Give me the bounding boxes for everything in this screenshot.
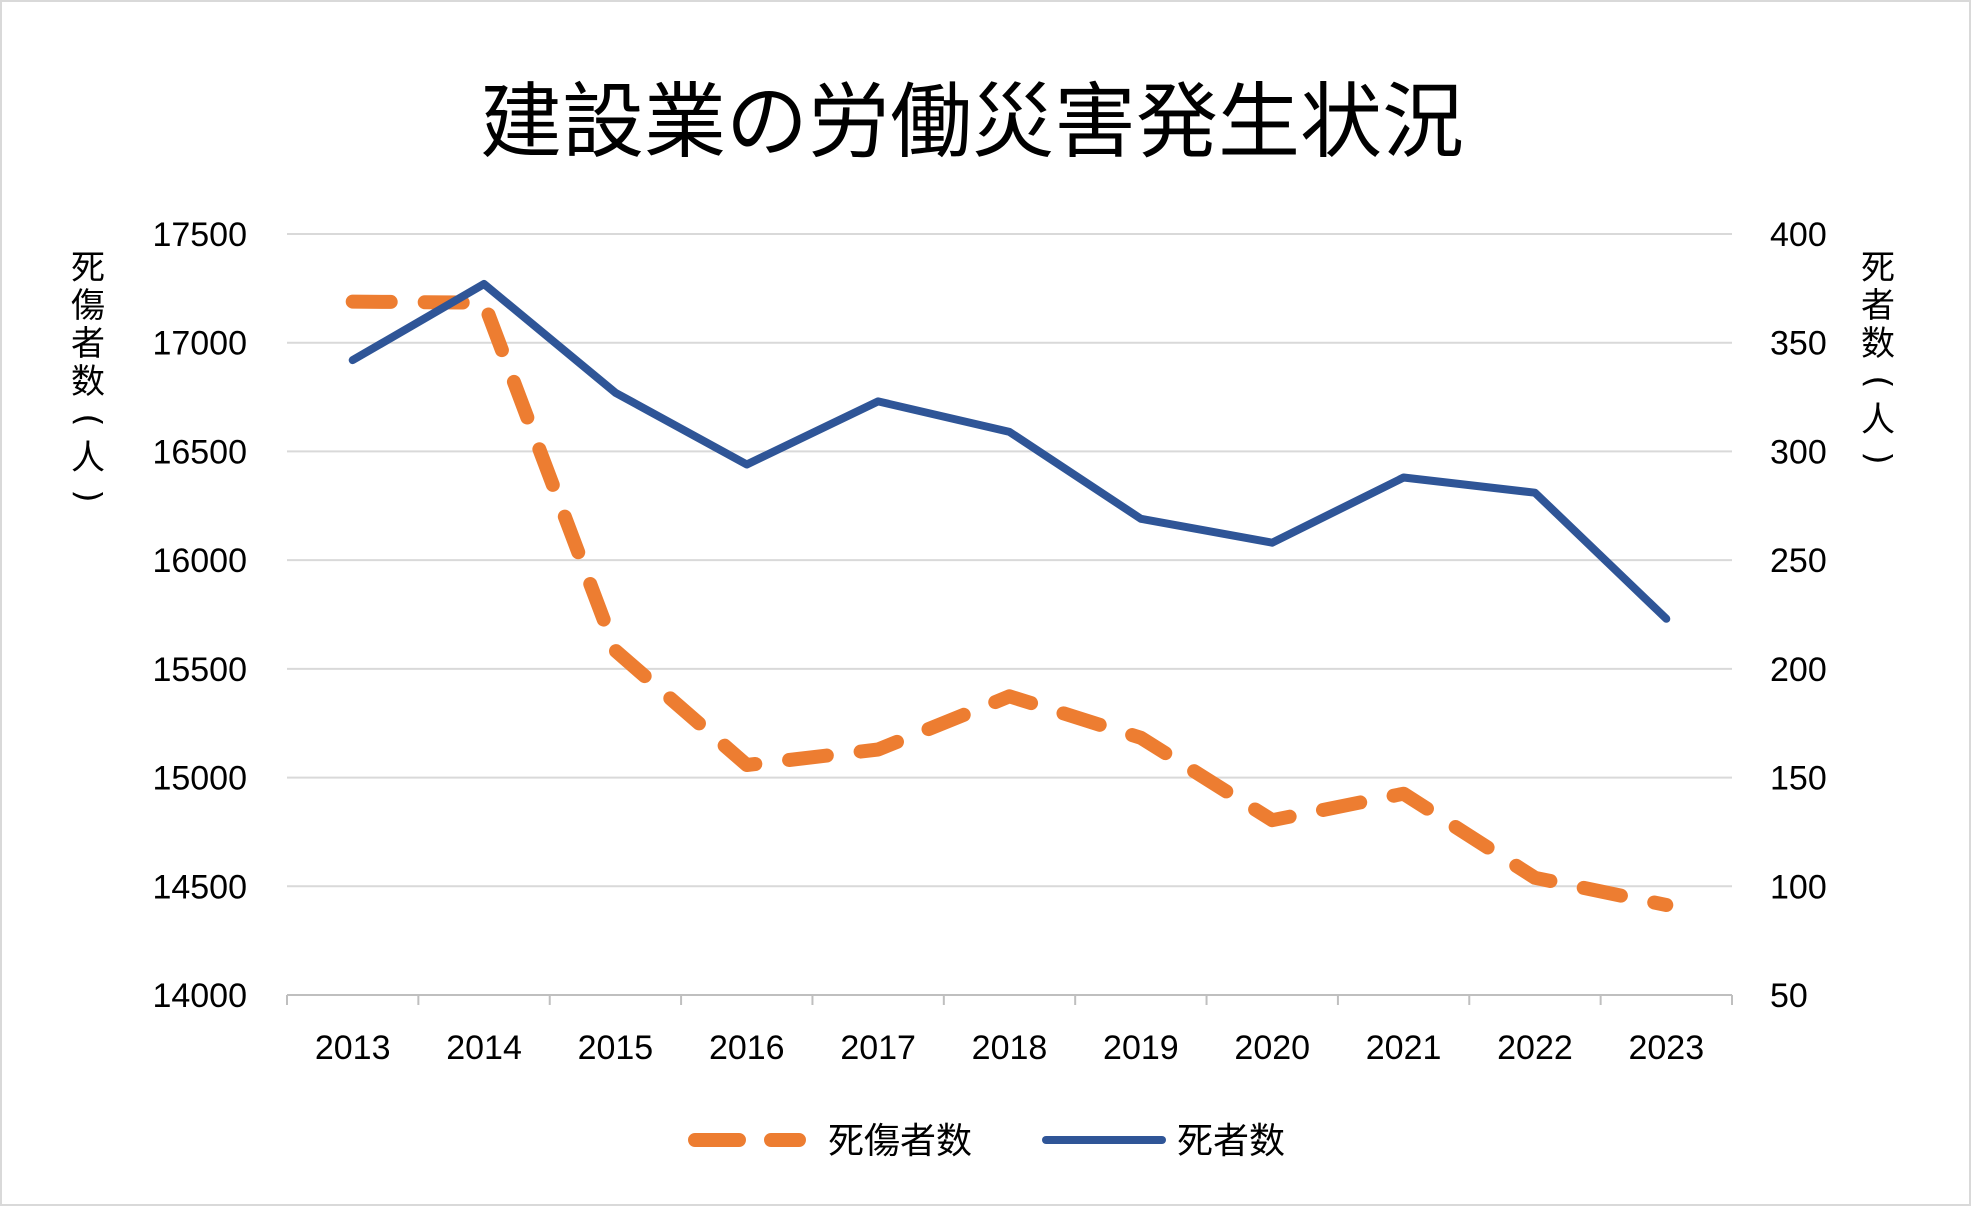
axis-label-char: 者	[1861, 286, 1895, 326]
gridlines	[287, 233, 1732, 996]
y-left-tick-label: 16500	[152, 433, 247, 471]
y-right-tick-label: 250	[1770, 542, 1827, 580]
y-right-tick-label: 150	[1770, 760, 1827, 798]
x-tick-label: 2022	[1497, 1029, 1573, 1067]
y-right-tick-label: 100	[1770, 868, 1827, 906]
y-right-tick-label: 50	[1770, 977, 1808, 1015]
axis-label-char: (	[1858, 375, 1898, 388]
chart-title: 建設業の労働災害発生状況	[480, 75, 1464, 170]
y-axis-left: 17500 17000 16500 16000 15500 15000 14500 14000	[152, 216, 247, 1015]
y-left-tick-label: 17000	[152, 325, 247, 363]
axis-label-char: )	[68, 489, 108, 502]
axis-label-char: 数	[1861, 324, 1895, 364]
axis-label-char: 数	[71, 362, 105, 402]
y-left-tick-label: 14500	[152, 868, 247, 906]
axis-label-char: 者	[71, 324, 105, 364]
axis-label-char: 死	[71, 248, 105, 288]
x-tick-label: 2019	[1103, 1029, 1179, 1067]
x-tick-label: 2016	[709, 1029, 785, 1067]
legend: 死傷者数 死者数	[688, 1121, 1285, 1162]
axis-label-char: 傷	[71, 286, 105, 326]
series-line-deaths	[348, 280, 1671, 623]
y-axis-right: 400 350 300 250 200 150 100 50	[1770, 216, 1827, 1015]
x-tick-label: 2023	[1628, 1029, 1704, 1067]
y-axis-right-label: 死者数 ( 人)	[1858, 248, 1898, 465]
x-tick-label: 2014	[446, 1029, 522, 1067]
axis-label-char: 死	[1861, 248, 1895, 288]
x-axis: 2013 2014 2015 2016 2017 2018 2019 2020 2021 2022…	[286, 995, 1733, 1067]
x-tick-label: 2015	[578, 1029, 654, 1067]
legend-label: 死傷者数	[828, 1121, 972, 1162]
y-left-tick-label: 15000	[152, 760, 247, 798]
y-left-tick-label: 15500	[152, 651, 247, 689]
axis-label-char: 人	[71, 438, 105, 478]
y-axis-left-label: 死傷者数 ( 人)	[68, 248, 108, 503]
axis-label-char: (	[68, 413, 108, 426]
x-tick-label: 2017	[840, 1029, 916, 1067]
y-right-tick-label: 350	[1770, 325, 1827, 363]
x-tick-label: 2018	[972, 1029, 1048, 1067]
legend-label: 死者数	[1177, 1121, 1285, 1162]
x-tick-label: 2021	[1366, 1029, 1442, 1067]
y-right-tick-label: 200	[1770, 651, 1827, 689]
x-tick-label: 2020	[1234, 1029, 1310, 1067]
x-tick-label: 2013	[315, 1029, 391, 1067]
axis-label-char: 人	[1861, 400, 1895, 440]
y-left-tick-label: 14000	[152, 977, 247, 1015]
y-right-tick-label: 400	[1770, 216, 1827, 254]
y-left-tick-label: 16000	[152, 542, 247, 580]
axis-label-char: )	[1858, 451, 1898, 464]
series-line-casualties	[345, 294, 1674, 912]
y-left-tick-label: 17500	[152, 216, 247, 254]
series-layer	[345, 280, 1674, 912]
y-right-tick-label: 300	[1770, 433, 1827, 471]
